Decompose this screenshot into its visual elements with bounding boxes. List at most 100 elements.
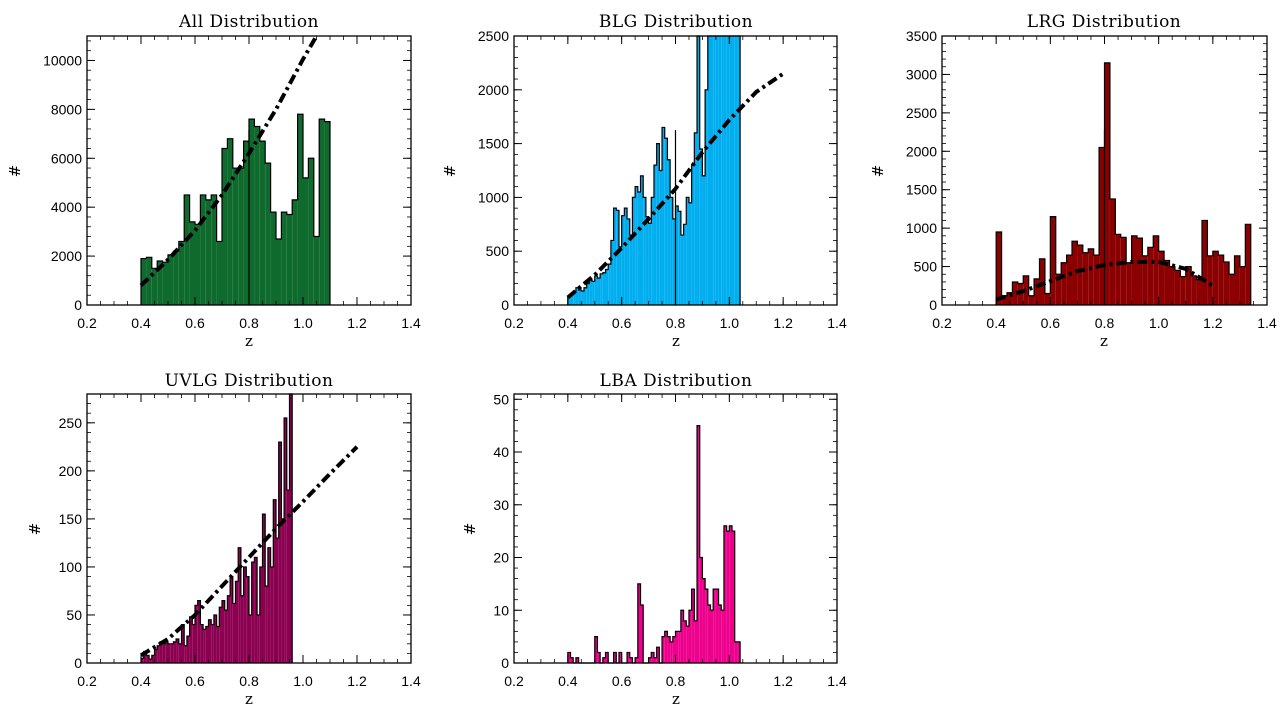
histogram-bar [686,626,689,663]
histogram-bar [637,192,641,305]
y-tick-label: 3000 [906,66,937,82]
y-tick-label: 1000 [478,189,509,205]
fit-curve [995,259,1214,302]
histogram-bar [594,636,598,663]
histogram-bar [597,652,601,663]
x-axis-label: z [245,690,253,707]
histogram-bar [1072,241,1078,305]
x-tick-label: 1.0 [293,673,313,689]
histogram-bar [238,547,241,663]
x-tick-label: 1.0 [720,673,740,689]
histogram-bar [308,158,314,305]
x-tick-label: 0.2 [77,673,97,689]
histogram-bar [715,36,719,305]
y-tick-label: 2500 [478,28,509,44]
histogram-bar [259,566,263,663]
histogram-bar [632,197,636,305]
histogram-bar [1017,283,1024,305]
histogram-bar [222,600,225,663]
histogram-bar [1239,266,1246,305]
x-tick-label: 0.6 [185,673,205,689]
histogram-bar [270,566,274,663]
histogram-bar [602,657,606,663]
histogram-bar [575,657,579,663]
histogram-bar [618,246,622,305]
histogram-bar [146,655,150,663]
histogram-bar [586,283,590,305]
histogram-bar [162,262,168,305]
x-tick-label: 0.6 [1041,315,1061,331]
histogram-bar [723,36,727,305]
histogram-bar [1061,262,1067,305]
x-tick-label: 0.8 [666,315,686,331]
fit-curve [566,72,785,300]
histogram-bar [594,275,598,305]
x-tick-label: 1.0 [720,315,740,331]
chart-title: BLG Distribution [599,12,753,32]
histogram-bar [640,175,644,305]
histogram-bar [1109,198,1116,305]
histogram-outline [567,425,741,664]
histogram-bar [1142,255,1148,305]
y-tick-label: 2000 [478,82,509,98]
chart-title: LRG Distribution [1027,12,1182,32]
histogram-bar [1044,293,1051,305]
histogram-bar [713,589,716,663]
histogram-bar [1034,278,1040,305]
plot-frame [513,393,838,664]
chart-title: UVLG Distribution [165,371,334,391]
y-tick-label: 500 [914,259,938,275]
x-tick-label: 0.6 [612,673,632,689]
histogram-bar [659,170,663,305]
histogram-bar [670,197,673,305]
histogram-bar [235,581,239,663]
histogram-bar [276,538,279,663]
histogram-bar [211,194,217,305]
histogram-bar [254,557,258,663]
histogram-bar [303,177,309,305]
y-axis-label: # [461,523,479,536]
x-tick-label: 0.4 [131,315,151,331]
histogram-bar [213,614,217,663]
histogram-bar [265,163,271,305]
histogram-bar [592,281,595,305]
histogram-bar [151,268,158,305]
histogram-bar [289,394,293,663]
histogram-bar [165,641,168,663]
histogram-bar [189,221,195,305]
histogram-bar [227,595,231,663]
histogram-bar [648,657,652,663]
histogram-bar [699,557,703,663]
y-tick-label: 150 [59,511,83,527]
y-tick-label: 10000 [43,52,82,68]
histogram-bar [616,210,619,305]
histogram-bar [635,657,638,663]
histogram-bar [178,241,185,305]
histogram-bar [680,235,684,305]
histogram-bar [721,36,724,305]
histogram-bar [589,280,593,305]
histogram-bar [184,645,187,663]
y-tick-label: 100 [59,559,83,575]
histogram-bar [707,604,711,663]
histogram-bar [232,603,236,663]
histogram-bar [996,231,1002,305]
histogram-bar [251,562,255,664]
histogram-bar [678,211,681,305]
x-tick-label: 1.0 [293,315,313,331]
histogram-bar [173,641,177,663]
histogram-bar [723,525,727,663]
histogram-bar [710,36,714,305]
histogram-bar [640,604,644,663]
plot-marks: 0.2 0.4 0.6 0.8 1.0 1.2 1.4 0 2000 4000 6000 8000 10… [43,34,421,331]
histogram-bar [729,36,733,305]
histogram-bar [651,652,654,663]
histogram-bar [637,583,641,663]
histogram-bar [146,257,152,305]
histogram-bar [222,148,228,305]
histogram-bar [219,607,222,663]
x-tick-label: 1.2 [773,315,793,331]
histogram-bar [573,292,576,305]
histogram-bar [672,218,676,305]
histogram-bar [227,138,233,305]
